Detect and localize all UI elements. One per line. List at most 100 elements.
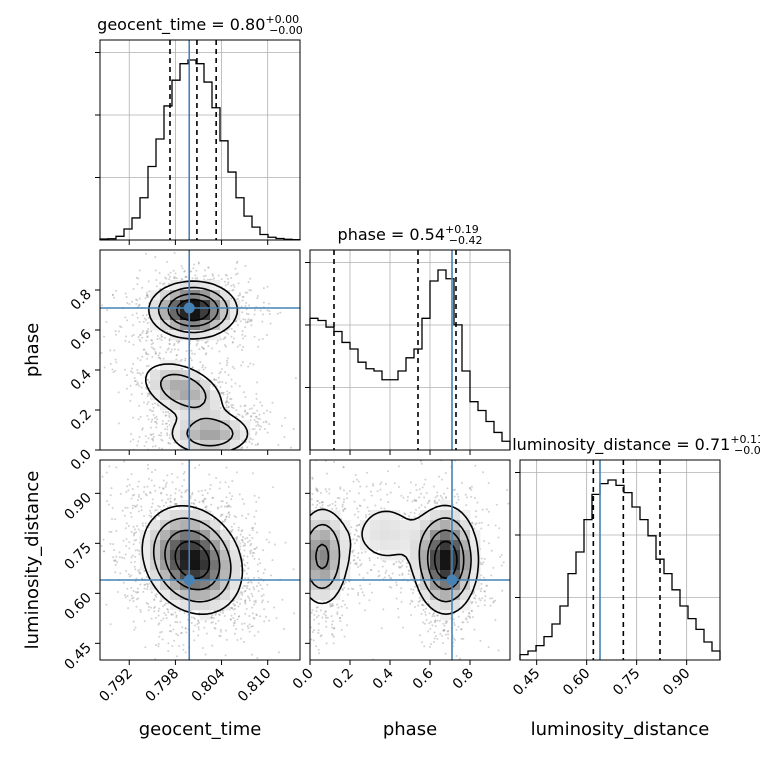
sample-point [180,265,183,268]
sample-point [175,277,178,280]
sample-point [137,305,140,308]
sample-point [223,330,226,333]
sample-point [205,505,208,508]
sample-point [271,559,274,562]
sample-point [271,401,274,404]
histogram-phase [309,269,511,450]
density-cell [230,420,241,431]
histogram-luminosity_distance [519,479,721,660]
sample-point [425,492,428,495]
sample-point [201,499,204,502]
sample-point [256,657,259,660]
sample-point [137,480,140,483]
sample-point [165,422,168,425]
sample-point [232,283,235,286]
sample-point [133,493,136,496]
density-cell [150,580,161,591]
sample-point [130,515,133,518]
sample-point [128,341,131,344]
density-cell [160,370,171,381]
sample-point [140,505,143,508]
density-cell [210,390,221,401]
sample-point [244,599,247,602]
sample-point [241,622,244,625]
sample-point [135,605,138,608]
sample-point [279,311,282,314]
sample-point [247,451,249,453]
sample-point [424,611,427,614]
sample-point [170,348,173,351]
sample-point [169,275,172,278]
sample-point [244,602,247,605]
density-cell [210,530,221,541]
sample-point [151,403,154,406]
density-cell [180,430,191,441]
sample-point [242,318,245,321]
sample-point [242,544,245,547]
sample-point [150,471,153,474]
sample-point [112,559,115,562]
sample-point [209,484,212,487]
sample-point [241,628,244,631]
sample-point [173,348,176,351]
sample-point [263,608,266,611]
sample-point [240,348,243,351]
sample-point [420,462,423,465]
sample-point [219,406,222,409]
density-cell [210,520,221,531]
sample-point [145,293,148,296]
sample-point [146,414,149,417]
sample-point [235,409,238,412]
sample-point [137,495,140,498]
sample-point [157,434,160,437]
sample-point [228,516,231,519]
sample-point [224,345,227,348]
density-cell [150,550,161,561]
sample-point [138,303,141,306]
sample-point [139,610,142,613]
sample-point [413,499,416,502]
sample-point [140,382,143,385]
sample-point [244,544,247,547]
sample-point [150,479,153,482]
sample-point [301,305,303,307]
sample-point [262,572,265,575]
sample-point [167,602,170,605]
sample-point [231,365,234,368]
sample-point [144,435,147,438]
sample-point [413,516,416,519]
sample-point [201,647,204,650]
sample-point [248,597,251,600]
sample-point [229,397,232,400]
sample-point [355,561,358,564]
sample-point [138,571,141,574]
sample-point [217,376,220,379]
sample-point [224,401,227,404]
sample-point [233,621,236,624]
sample-point [495,503,498,506]
sample-point [151,342,154,345]
density-cell [190,580,201,591]
sample-point [128,483,131,486]
sample-point [139,571,142,574]
sample-point [433,637,436,640]
sample-point [112,556,115,559]
sample-point [163,336,166,339]
sample-point [218,372,221,375]
sample-point [253,634,256,637]
sample-point [147,295,150,298]
sample-point [207,451,209,453]
sample-point [169,494,172,497]
density-cell [210,590,221,601]
sample-point [246,561,249,564]
sample-point [270,574,273,577]
sample-point [247,577,250,580]
sample-point [130,561,133,564]
sample-point [261,587,264,590]
density-cell [170,590,181,601]
sample-point [251,555,254,558]
sample-point [473,496,476,499]
sample-point [145,602,148,605]
sample-point [243,549,246,552]
panel-content [100,250,303,453]
